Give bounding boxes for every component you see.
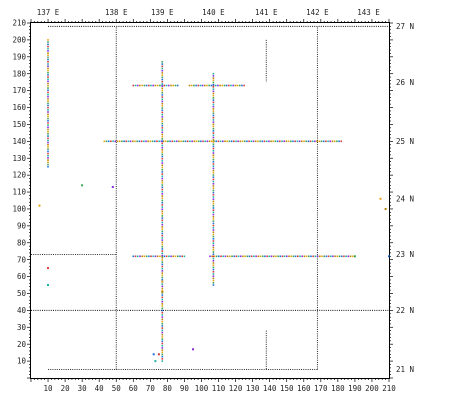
latitude-label: 24 N xyxy=(396,194,414,203)
y-tick-label: 160 xyxy=(12,103,26,112)
segment-3 xyxy=(132,255,186,258)
data-point-1 xyxy=(81,184,84,187)
longitude-label: 142 E xyxy=(306,8,329,17)
data-point-0 xyxy=(38,204,41,207)
x-tick-label: 150 xyxy=(280,384,294,393)
y-tick-label: 110 xyxy=(12,188,26,197)
y-tick-label: 40 xyxy=(17,306,27,315)
latitude-label: 25 N xyxy=(396,137,414,146)
longitude-label: 137 E xyxy=(37,8,60,17)
boundary-lines xyxy=(31,25,389,370)
segment-0 xyxy=(103,140,343,143)
x-tick-label: 90 xyxy=(180,384,190,393)
longitude-label: 141 E xyxy=(255,8,278,17)
x-tick-label: 60 xyxy=(129,384,139,393)
y-tick-label: 120 xyxy=(12,171,26,180)
y-tick-label: 170 xyxy=(12,86,26,95)
y-tick-label: 100 xyxy=(12,205,26,214)
y-tick-label: 70 xyxy=(17,255,27,264)
data-point-12 xyxy=(111,186,114,188)
x-tick-label: 110 xyxy=(212,384,226,393)
segment-6 xyxy=(212,72,215,286)
y-tick-label: 80 xyxy=(17,238,27,247)
data-point-3 xyxy=(157,353,160,356)
segment-4 xyxy=(209,255,356,258)
x-tick-label: 120 xyxy=(229,384,243,393)
x-tick-label: 100 xyxy=(195,384,209,393)
longitude-label: 143 E xyxy=(357,8,380,17)
x-tick-label: 170 xyxy=(314,384,328,393)
data-point-13 xyxy=(161,290,164,293)
y-tick-label: 10 xyxy=(17,357,27,366)
y-tick-label: 20 xyxy=(17,340,27,349)
x-tick-label: 140 xyxy=(263,384,277,393)
segment-2 xyxy=(188,84,245,87)
y-tick-label: 50 xyxy=(17,289,27,298)
data-point-11 xyxy=(47,284,49,286)
data-point-8 xyxy=(353,255,356,258)
axes: 10 20 30 40 50 60 70 80 90 100 110 120 130 140 150 160 1… xyxy=(12,8,414,393)
segment-7 xyxy=(47,39,49,168)
longitude-label: 140 E xyxy=(202,8,225,17)
y-tick-label: 130 xyxy=(12,154,26,163)
y-tick-label: 210 xyxy=(12,19,26,28)
x-tick-label: 200 xyxy=(365,384,379,393)
x-tick-label: 10 xyxy=(44,384,54,393)
plot-frame xyxy=(30,22,390,379)
data-series xyxy=(38,39,390,363)
latitude-label: 23 N xyxy=(396,250,414,259)
data-point-10 xyxy=(47,267,49,270)
data-point-5 xyxy=(192,348,194,351)
latitude-label: 21 N xyxy=(396,365,414,374)
data-point-14 xyxy=(161,280,164,283)
y-tick-label: 150 xyxy=(12,120,26,129)
latitude-label: 27 N xyxy=(396,22,414,31)
x-tick-label: 40 xyxy=(95,384,105,393)
y-tick-label: 60 xyxy=(17,272,27,281)
x-tick-label: 210 xyxy=(382,384,396,393)
x-tick-label: 20 xyxy=(61,384,71,393)
y-tick-label: 190 xyxy=(12,52,26,61)
y-tick-label: 200 xyxy=(12,36,26,45)
segment-5 xyxy=(161,61,164,362)
data-point-2 xyxy=(152,353,155,356)
data-point-6 xyxy=(384,208,387,210)
longitude-label: 138 E xyxy=(105,8,128,17)
x-tick-label: 30 xyxy=(78,384,88,393)
x-tick-label: 130 xyxy=(246,384,260,393)
x-tick-label: 160 xyxy=(297,384,311,393)
x-tick-label: 70 xyxy=(146,384,156,393)
y-tick-label: 180 xyxy=(12,69,26,78)
latitude-label: 26 N xyxy=(396,78,414,87)
x-tick-label: 80 xyxy=(163,384,173,393)
x-tick-label: 50 xyxy=(112,384,122,393)
segment-1 xyxy=(132,84,179,87)
data-point-4 xyxy=(154,360,157,363)
latitude-label: 22 N xyxy=(396,306,414,315)
x-tick-label: 190 xyxy=(348,384,362,393)
y-tick-label: 140 xyxy=(12,137,26,146)
data-point-7 xyxy=(379,197,382,200)
x-tick-label: 180 xyxy=(331,384,345,393)
longitude-label: 139 E xyxy=(151,8,174,17)
y-tick-label: 30 xyxy=(17,323,27,332)
y-tick-label: 90 xyxy=(17,221,27,230)
